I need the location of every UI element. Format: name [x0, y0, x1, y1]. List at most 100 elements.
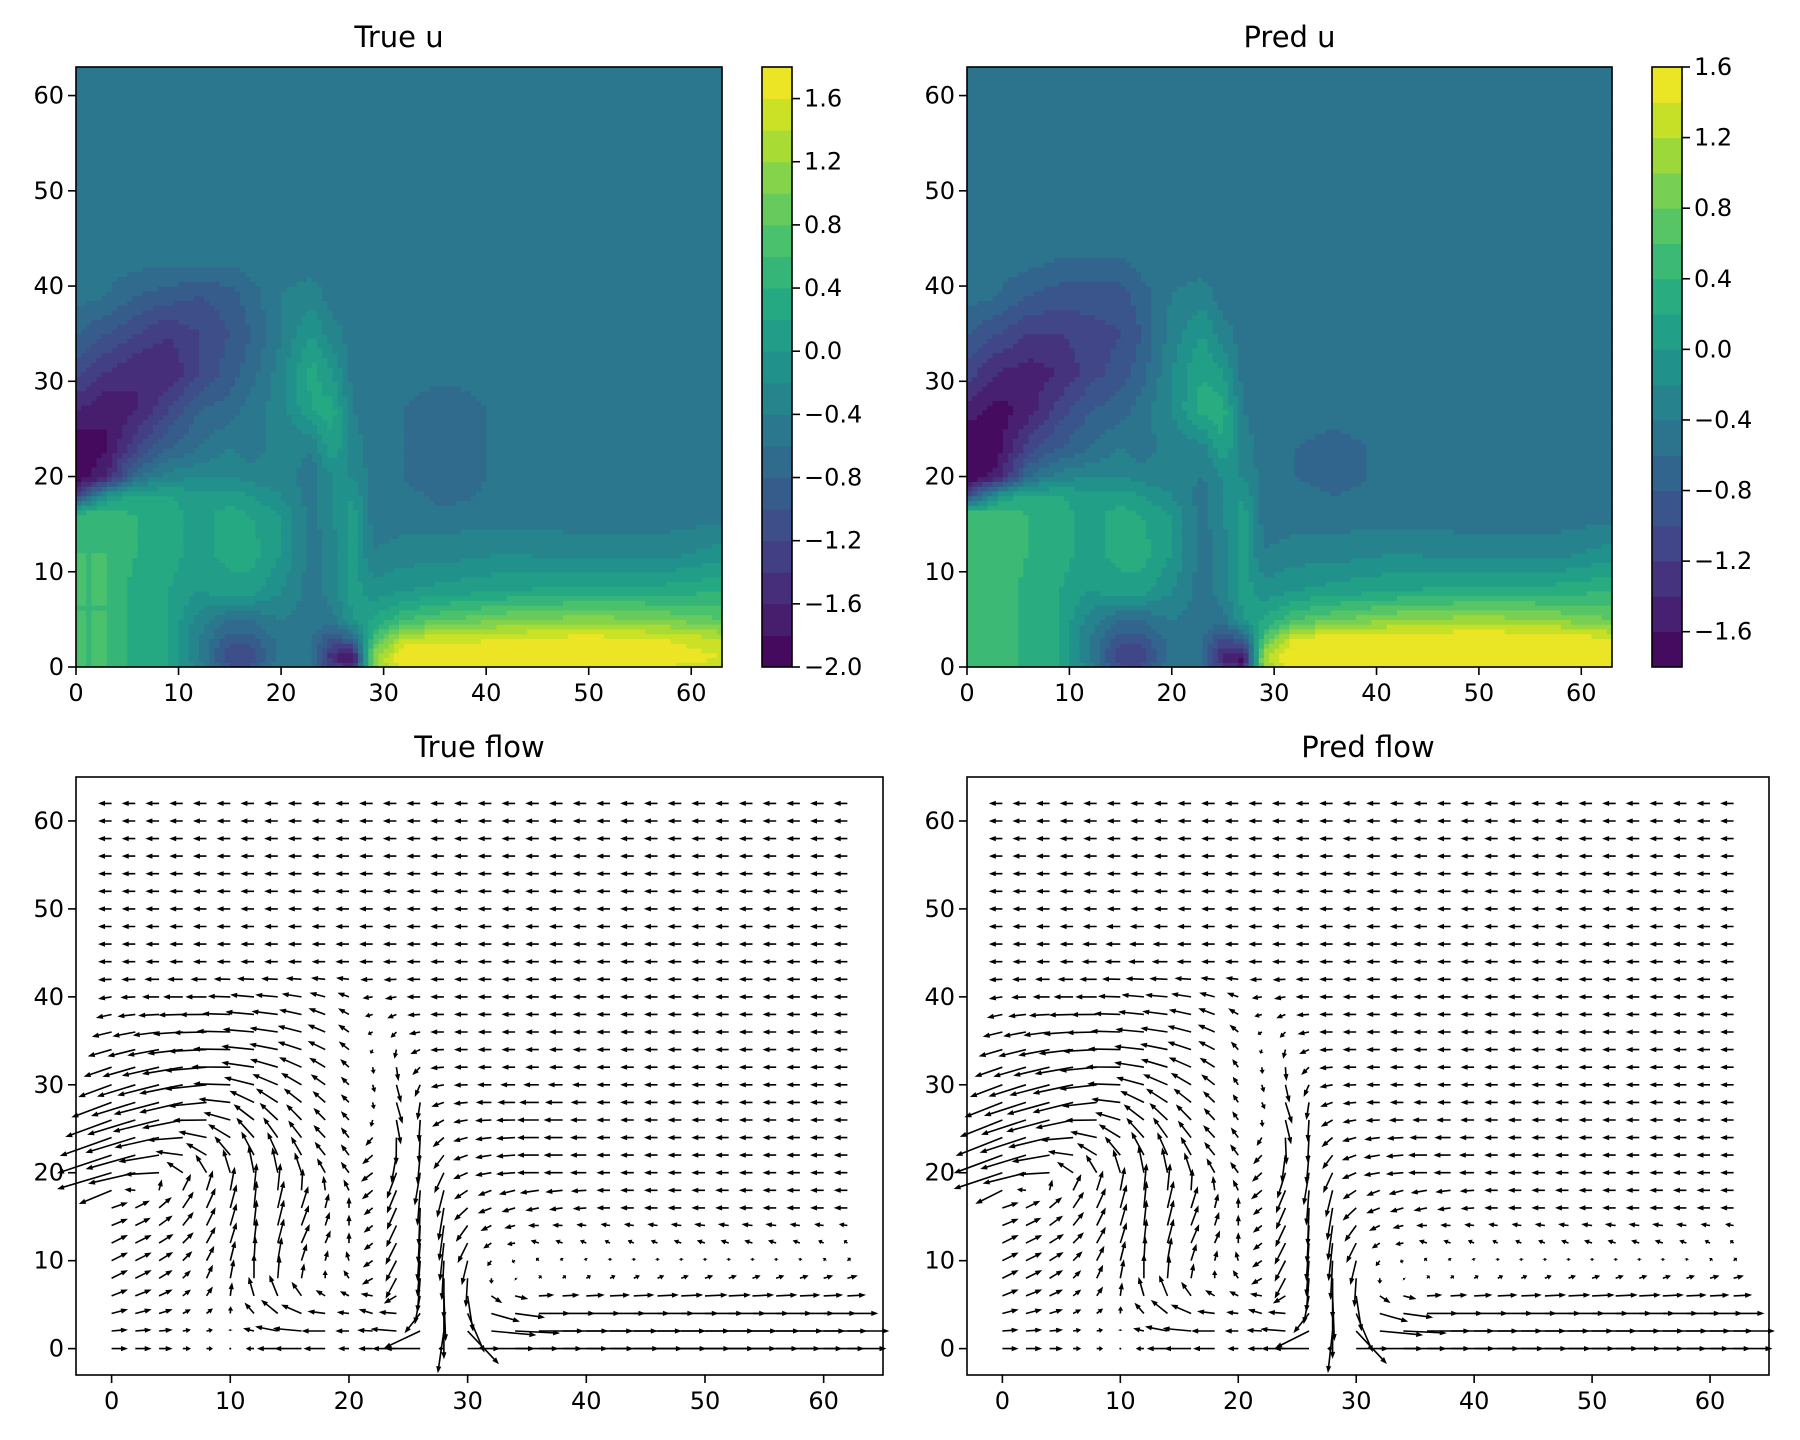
quiver-arrow — [1012, 836, 1026, 842]
contour-band-cell — [101, 295, 133, 301]
quiver-arrow — [1492, 1239, 1499, 1245]
quiver-arrow — [631, 1257, 637, 1261]
quiver-arrow — [1232, 1059, 1239, 1068]
quiver-arrow — [1554, 1170, 1569, 1176]
contour-band-cell — [76, 457, 98, 463]
contour-band-cell — [967, 76, 1613, 82]
contour-band-cell — [977, 347, 1004, 354]
contour-band-cell — [1187, 324, 1214, 330]
contour-band-cell — [1084, 590, 1101, 597]
contour-band-cell — [286, 400, 298, 406]
x-tick-label: 50 — [1464, 679, 1495, 707]
contour-band-cell — [183, 405, 205, 411]
quiver-arrow — [610, 1310, 646, 1316]
quiver-arrow — [1248, 853, 1262, 859]
quiver-arrow — [1507, 1064, 1522, 1070]
contour-band-cell — [967, 267, 1030, 273]
contour-band-cell — [1054, 428, 1076, 435]
quiver-arrow — [121, 818, 136, 824]
quiver-arrow — [833, 836, 848, 842]
contour-band-cell — [1238, 471, 1260, 478]
contour-band-cell — [1064, 333, 1122, 340]
quiver-arrow — [1554, 1117, 1569, 1123]
quiver-arrow — [1460, 1029, 1475, 1035]
contour-band-cell — [1130, 300, 1152, 306]
quiver-arrow — [762, 1099, 777, 1105]
contour-band-cell — [106, 633, 128, 640]
contour-band-cell — [106, 652, 128, 659]
quiver-arrow — [98, 959, 112, 965]
quiver-arrow — [365, 1137, 374, 1146]
quiver-arrow — [167, 976, 183, 982]
contour-band-cell — [337, 400, 349, 406]
contour-band-cell — [347, 409, 354, 416]
contour-band-cell — [76, 271, 128, 278]
contour-band-cell — [1289, 600, 1342, 606]
contour-band-cell — [1320, 486, 1352, 492]
quiver-arrow — [430, 906, 444, 912]
contour-band-cell — [260, 352, 277, 359]
contour-band-cell — [378, 643, 390, 649]
quiver-arrow — [164, 1084, 207, 1091]
contour-band-cell — [1028, 267, 1137, 273]
contour-band-cell — [1171, 400, 1183, 406]
quiver-arrow — [570, 1099, 587, 1105]
quiver-arrow — [1232, 1094, 1239, 1103]
quiver-arrow — [543, 1117, 563, 1123]
quiver-arrow — [1649, 959, 1663, 965]
quiver-arrow — [1531, 800, 1545, 806]
contour-band-cell — [91, 609, 108, 616]
quiver-arrow — [78, 1084, 112, 1098]
contour-band-cell — [1197, 524, 1209, 530]
quiver-arrow — [1507, 1011, 1522, 1017]
contour-band-cell — [127, 457, 139, 463]
contour-band-cell — [127, 271, 246, 278]
contour-band-cell — [1243, 657, 1250, 663]
x-tick-label: 10 — [163, 679, 194, 707]
quiver-arrow — [643, 906, 658, 912]
contour-band-cell — [342, 338, 723, 344]
contour-band-cell — [1238, 467, 1260, 473]
quiver-arrow — [307, 1024, 326, 1033]
contour-band-cell — [1069, 343, 1117, 349]
contour-band-cell — [106, 657, 128, 663]
contour-band-cell — [91, 633, 108, 640]
quiver-arrow — [311, 871, 326, 877]
quiver-arrow — [833, 1047, 848, 1053]
quiver-arrow — [264, 853, 278, 859]
quiver-arrow — [240, 800, 254, 806]
quiver-arrow — [738, 906, 753, 912]
contour-band-cell — [342, 414, 349, 420]
contour-band-cell — [399, 624, 426, 630]
contour-band-cell — [1222, 490, 1250, 497]
quiver-arrow — [1484, 994, 1498, 1000]
quiver-arrow — [1385, 1171, 1404, 1177]
quiver-arrow — [691, 1170, 705, 1176]
contour-band-cell — [86, 652, 92, 659]
quiver-arrow — [1578, 853, 1593, 859]
contour-band-cell — [281, 333, 298, 340]
contour-band-cell — [255, 619, 339, 625]
contour-band-cell — [1146, 381, 1158, 387]
contour-band-cell — [214, 305, 246, 311]
contour-band-cell — [1233, 633, 1245, 640]
quiver-arrow — [192, 853, 207, 859]
contour-band-cell — [1151, 324, 1168, 330]
contour-band-cell — [1171, 386, 1188, 392]
contour-band-cell — [1269, 657, 1280, 663]
contour-band-cell — [1279, 643, 1291, 649]
quiver-arrow — [1198, 1008, 1215, 1016]
quiver-arrow — [596, 871, 610, 877]
contour-band-cell — [967, 252, 1613, 259]
quiver-arrow — [1578, 871, 1593, 877]
contour-band-cell — [291, 567, 308, 573]
contour-band-cell — [1243, 500, 1255, 506]
contour-band-cell — [1253, 533, 1265, 540]
quiver-arrow — [335, 923, 349, 930]
contour-band-cell — [1212, 462, 1239, 468]
contour-band-cell — [1207, 381, 1229, 387]
y-tick-label: 50 — [924, 895, 955, 923]
contour-band-cell — [1023, 447, 1035, 454]
contour-band-cell — [967, 262, 1045, 268]
contour-band-cell — [967, 128, 1613, 135]
